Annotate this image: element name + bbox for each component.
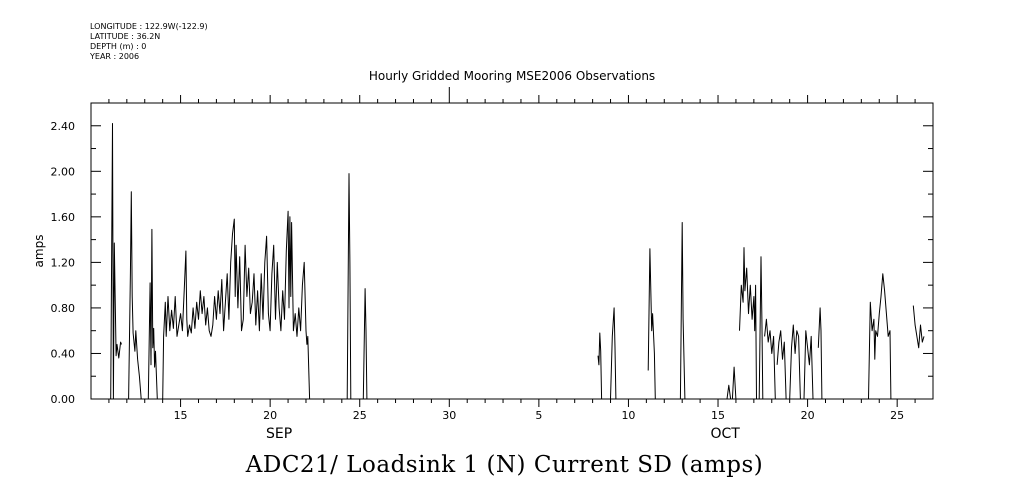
month-label: OCT [711, 426, 741, 442]
y-tick-label: 0.40 [51, 347, 76, 360]
series-line-segment [817, 307, 823, 400]
series-line-segment [731, 366, 737, 400]
axes-ticks: 15 20 25 30 5 10 15 20 25 SEP OCT 0.00 0.40 0.80 1.20 1… [51, 87, 933, 442]
series-line-segment [739, 247, 757, 400]
x-tick-label: 15 [174, 409, 188, 422]
series-line-segment [162, 210, 311, 400]
year-text: YEAR : 2006 [90, 52, 140, 61]
longitude-text: LONGITUDE : 122.9W(-122.9) [90, 22, 208, 31]
series-line-segment [726, 384, 732, 400]
series-line-segment [758, 256, 764, 400]
series-line-segment [647, 248, 656, 400]
y-tick-label: 0.00 [51, 393, 76, 406]
series-line-segment [597, 332, 603, 400]
y-tick-label: 1.20 [51, 256, 76, 269]
current-sd-time-series-chart: Hourly Gridded Mooring MSE2006 Observati… [32, 69, 934, 442]
series-line-segment [776, 330, 787, 400]
series-line-segment [147, 228, 158, 400]
x-tick-label: 10 [621, 409, 635, 422]
y-axis-label: amps [32, 235, 46, 268]
series-line-segment [764, 318, 776, 400]
mooring-metadata: LONGITUDE : 122.9W(-122.9) LATITUDE : 36… [90, 22, 208, 62]
series-line-segment [610, 307, 617, 400]
series-line-segment [789, 324, 801, 400]
x-tick-label: 20 [801, 409, 815, 422]
chart-title: Hourly Gridded Mooring MSE2006 Observati… [369, 69, 655, 83]
y-tick-label: 2.40 [51, 120, 76, 133]
y-tick-label: 1.60 [51, 211, 76, 224]
y-tick-label: 0.80 [51, 302, 76, 315]
x-tick-label: 30 [442, 409, 456, 422]
x-tick-label: 5 [535, 409, 542, 422]
data-layer [110, 123, 925, 400]
series-line-segment [803, 330, 814, 400]
series-line-segment [346, 173, 352, 400]
x-tick-label: 20 [263, 409, 277, 422]
month-label: SEP [266, 426, 292, 442]
depth-text: DEPTH (m) : 0 [90, 42, 147, 51]
series-line-segment [128, 191, 142, 400]
series-line-segment [679, 222, 686, 400]
x-tick-label: 25 [890, 409, 904, 422]
series-line-segment [868, 273, 892, 400]
series-line-segment [912, 305, 925, 349]
x-tick-label: 15 [711, 409, 725, 422]
series-line-segment [110, 123, 122, 400]
series-line-segment [362, 288, 368, 400]
plot-caption: ADC21/ Loadsink 1 (N) Current SD (amps) [245, 452, 764, 478]
x-tick-label: 25 [353, 409, 367, 422]
latitude-text: LATITUDE : 36.2N [90, 32, 161, 41]
plot-frame [90, 102, 934, 400]
y-tick-label: 2.00 [51, 165, 76, 178]
